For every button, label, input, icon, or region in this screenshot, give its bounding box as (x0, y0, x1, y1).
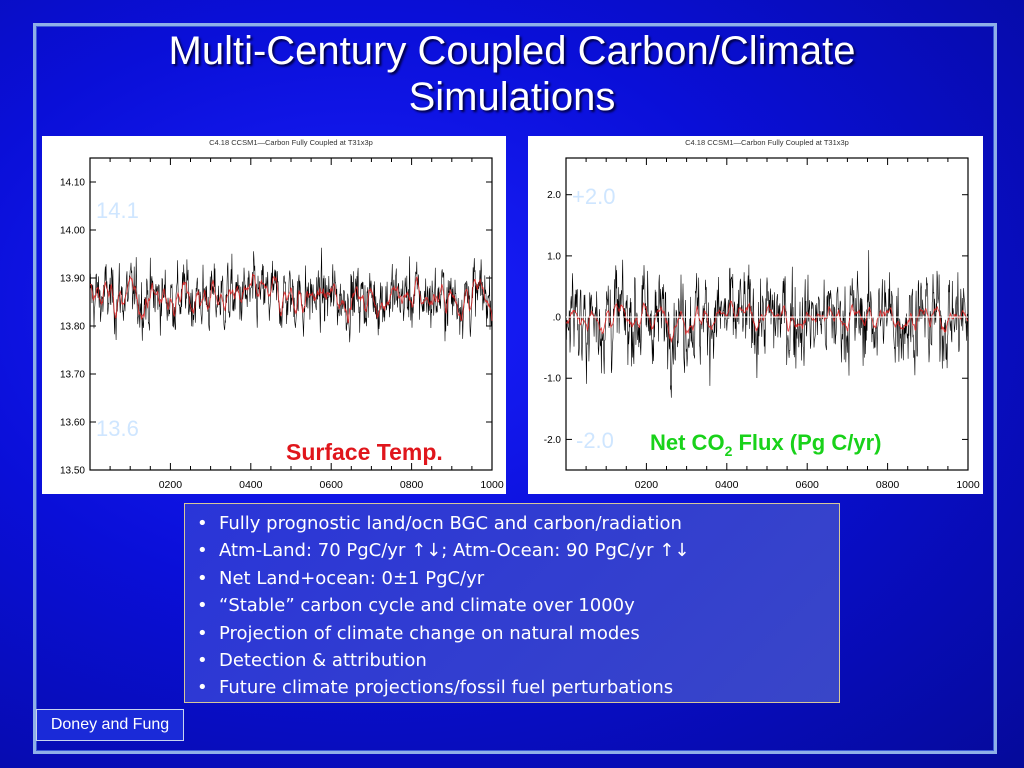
bullet-text: Detection & attribution (219, 650, 427, 672)
bullet-dot: • (197, 677, 208, 699)
x-tick-label: 0200 (159, 479, 183, 491)
range-label-top: 14.1 (96, 198, 139, 223)
y-tick-label: 13.80 (60, 322, 85, 333)
y-tick-label: 13.60 (60, 418, 85, 429)
y-tick-label: 1.0 (547, 251, 561, 262)
x-tick-label: 1000 (956, 479, 980, 491)
y-tick-label: 14.10 (60, 178, 85, 189)
y-tick-label: -1.0 (544, 374, 562, 385)
bullet-dot: • (197, 595, 208, 617)
x-tick-label: 0400 (715, 479, 739, 491)
y-tick-label: 13.70 (60, 370, 85, 381)
range-label-bottom: 13.6 (96, 416, 139, 441)
x-tick-label: 0600 (796, 479, 820, 491)
x-tick-label: 0600 (320, 479, 344, 491)
range-label-top: +2.0 (572, 184, 615, 209)
plot-frame (89, 157, 493, 471)
series-line-smoothed (89, 273, 493, 324)
x-tick-label: 0200 (635, 479, 659, 491)
bullet-dot: • (197, 622, 208, 644)
bullet-list: • Fully prognostic land/ocn BGC and carbo… (197, 510, 829, 702)
title-line-1: Multi-Century Coupled Carbon/Climate (168, 29, 856, 73)
range-label-bottom: -2.0 (576, 428, 614, 453)
label-part: Net CO (650, 430, 725, 455)
bullet-text: Future climate projections/fossil fuel p… (219, 677, 674, 699)
series-line-annual (89, 247, 493, 343)
bullet-item: • Atm-Land: 70 PgC/yr ↑↓; Atm-Ocean: 90 P… (197, 537, 829, 564)
bullet-item: • “Stable” carbon cycle and climate over … (197, 592, 829, 619)
bullet-item: • Fully prognostic land/ocn BGC and carbo… (197, 510, 829, 537)
y-tick-label: .0 (553, 313, 562, 324)
bullet-text: Atm-Land: 70 PgC/yr ↑↓; Atm-Ocean: 90 Pg… (219, 540, 690, 562)
bullet-text: Projection of climate change on natural … (219, 622, 640, 644)
series-line-smoothed (565, 299, 968, 344)
bullet-dot: • (197, 513, 208, 534)
bullet-text: “Stable” carbon cycle and climate over 1… (219, 595, 635, 617)
y-tick-label: -2.0 (544, 435, 562, 446)
net-co2-flux-chart-svg: C4.18 CCSM1—Carbon Fully Coupled at T31x… (544, 138, 980, 491)
surface-temp-chart-svg: C4.18 CCSM1—Carbon Fully Coupled at T31x… (60, 138, 504, 491)
x-tick-label: 0800 (876, 479, 900, 491)
plot-frame (565, 157, 969, 471)
bullet-dot: • (197, 650, 208, 672)
x-tick-label: 0400 (239, 479, 263, 491)
surface-temp-chart: C4.18 CCSM1—Carbon Fully Coupled at T31x… (42, 136, 506, 494)
label-subscript: 2 (725, 443, 733, 459)
x-tick-label: 1000 (480, 479, 504, 491)
surface-temp-label: Surface Temp. (286, 439, 443, 465)
chart-title: C4.18 CCSM1—Carbon Fully Coupled at T31x… (685, 138, 849, 147)
bullet-item: • Projection of climate change on natural… (197, 620, 829, 647)
y-tick-label: 13.90 (60, 274, 85, 285)
y-tick-label: 2.0 (547, 190, 561, 201)
y-tick-label: 14.00 (60, 226, 85, 237)
chart-title: C4.18 CCSM1—Carbon Fully Coupled at T31x… (209, 138, 373, 147)
bullet-text: Fully prognostic land/ocn BGC and carbon… (219, 513, 682, 534)
label-part: Flux (Pg C/yr) (732, 430, 881, 455)
y-tick-label: 13.50 (60, 466, 85, 477)
net-co2-flux-label: Net CO2 Flux (Pg C/yr) (650, 430, 881, 459)
x-tick-label: 0800 (400, 479, 424, 491)
slide-title: Multi-Century Coupled Carbon/Climate Sim… (0, 28, 1024, 120)
series-line-annual (565, 250, 969, 398)
bullet-dot: • (197, 567, 208, 589)
bullet-item: • Detection & attribution (197, 647, 829, 674)
bullet-item: • Net Land+ocean: 0±1 PgC/yr (197, 565, 829, 592)
title-line-2: Simulations (408, 75, 616, 119)
bullet-item: • Future climate projections/fossil fuel … (197, 674, 829, 701)
bullet-dot: • (197, 540, 208, 562)
bullet-box: • Fully prognostic land/ocn BGC and carbo… (184, 503, 840, 703)
bullet-text: Net Land+ocean: 0±1 PgC/yr (219, 567, 485, 589)
credit-box: Doney and Fung (36, 709, 184, 741)
net-co2-flux-chart: C4.18 CCSM1—Carbon Fully Coupled at T31x… (528, 136, 983, 494)
slide-frame (33, 23, 997, 754)
